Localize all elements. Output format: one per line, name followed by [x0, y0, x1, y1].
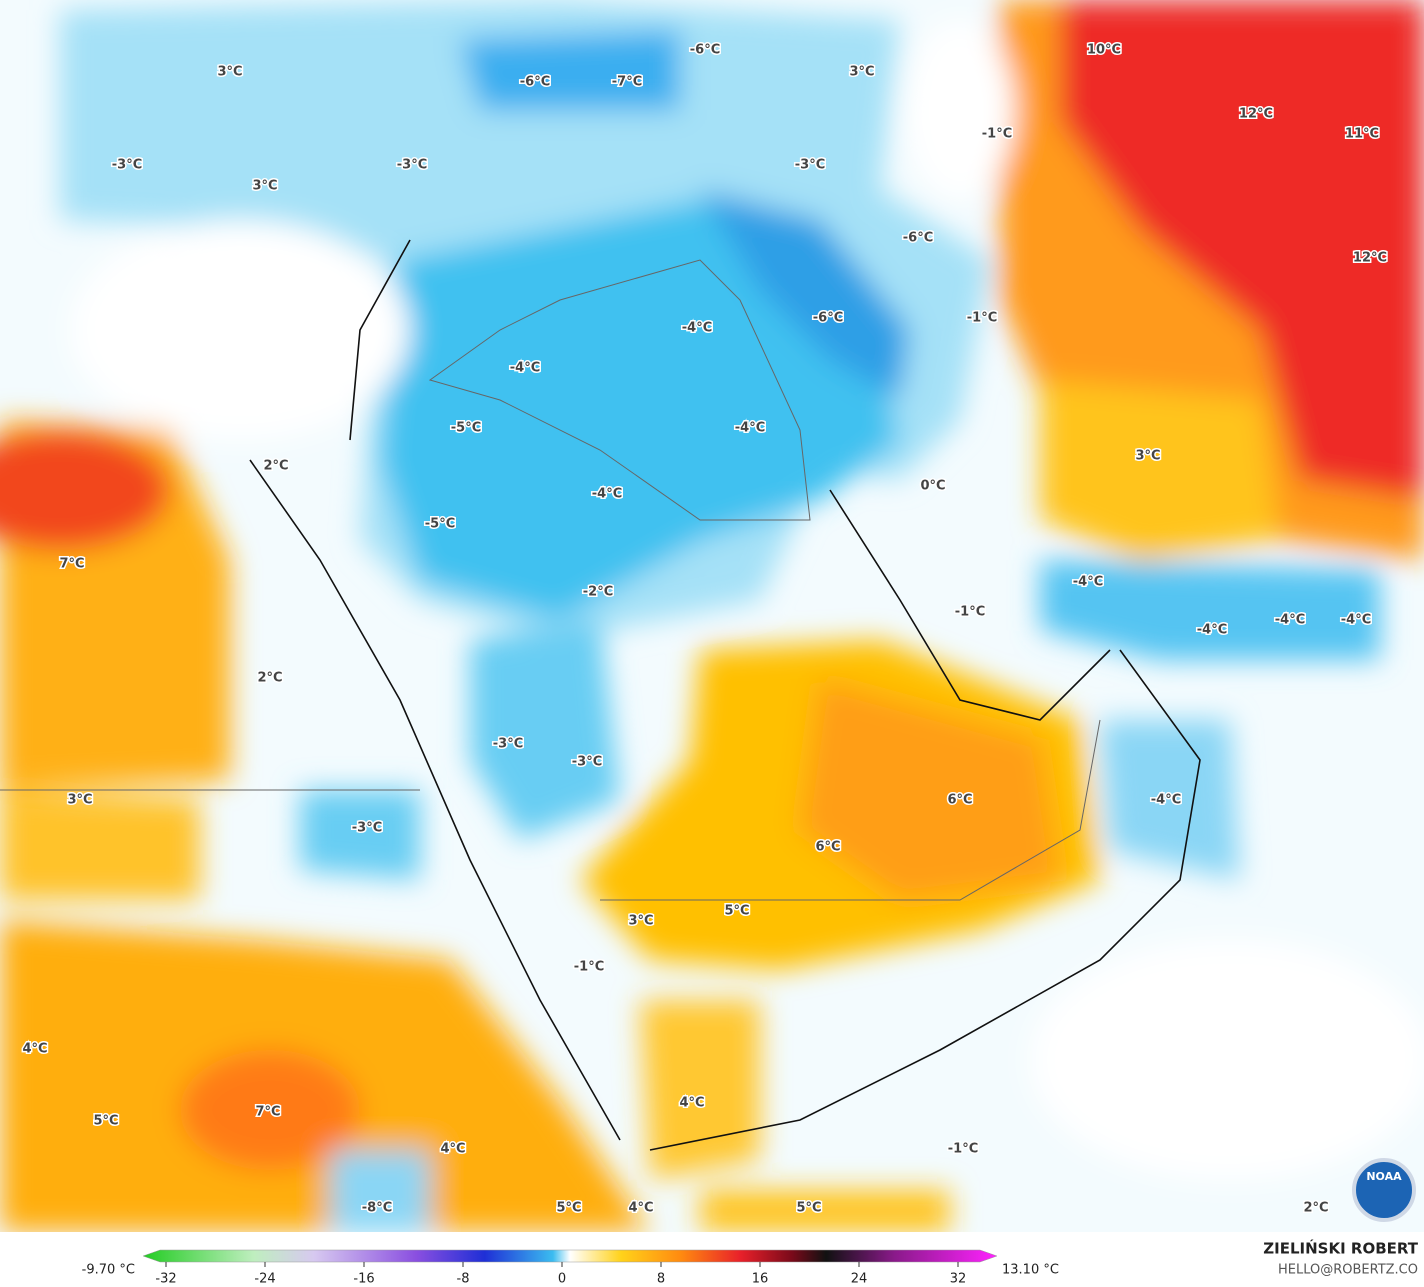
temp-label: -2°C	[583, 585, 613, 600]
temp-label: 5°C	[93, 1114, 118, 1129]
colorbar-tick-label: 24	[851, 1272, 868, 1287]
credit-email: HELLO@ROBERTZ.CO	[1278, 1263, 1418, 1278]
temp-label: 12°C	[1239, 107, 1273, 122]
temp-label: -3°C	[352, 821, 382, 836]
temp-label: -4°C	[1151, 793, 1181, 808]
temp-label: -4°C	[1275, 613, 1305, 628]
temp-label: 2°C	[263, 459, 288, 474]
colorbar-min: -9.70 °C	[82, 1263, 135, 1278]
temp-label: 7°C	[255, 1105, 280, 1120]
temp-label: -1°C	[967, 311, 997, 326]
temp-label: 4°C	[679, 1096, 704, 1111]
temp-label: -4°C	[1197, 623, 1227, 638]
temp-label: -3°C	[397, 158, 427, 173]
temp-label: -1°C	[982, 127, 1012, 142]
temp-label: 4°C	[22, 1042, 47, 1057]
temp-label: 3°C	[628, 914, 653, 929]
temp-label: -6°C	[520, 75, 550, 90]
temp-label: 10°C	[1087, 43, 1121, 58]
temp-label: 4°C	[628, 1201, 653, 1216]
colorbar-tick-label: -16	[353, 1272, 374, 1287]
temp-label: 6°C	[815, 840, 840, 855]
temp-label: -6°C	[813, 311, 843, 326]
temp-label: -4°C	[1073, 575, 1103, 590]
colorbar-tick-label: -32	[155, 1272, 176, 1287]
temp-label: -7°C	[612, 75, 642, 90]
temp-label: 3°C	[67, 793, 92, 808]
temp-label: -4°C	[735, 421, 765, 436]
temp-label: -1°C	[955, 605, 985, 620]
temp-label: -4°C	[1341, 613, 1371, 628]
colorbar-tick-label: -8	[457, 1272, 470, 1287]
temp-label: -1°C	[948, 1142, 978, 1157]
colorbar-max: 13.10 °C	[1002, 1263, 1059, 1278]
temp-label: 11°C	[1345, 127, 1379, 142]
temp-label: 5°C	[724, 904, 749, 919]
colorbar-tick-label: 0	[558, 1272, 566, 1287]
temp-label: -3°C	[795, 158, 825, 173]
temp-label: 6°C	[947, 793, 972, 808]
temperature-labels: 3°C -6°C -6°C -7°C 3°C 10°C 12°C 11°C -1°C -3°C -3…	[21, 41, 1389, 1217]
colorbar-ticks: -32 -24 -16 -8 0 8 16 24 32	[155, 1262, 966, 1287]
colorbar	[142, 1249, 998, 1263]
temp-label: 4°C	[440, 1142, 465, 1157]
temp-label: -5°C	[425, 517, 455, 532]
temp-label: -4°C	[510, 361, 540, 376]
map-background	[0, 0, 1424, 1232]
temp-label: -3°C	[112, 158, 142, 173]
temp-label: -8°C	[362, 1201, 392, 1216]
temp-label: 2°C	[1303, 1201, 1328, 1216]
noaa-logo: NOAA	[1352, 1158, 1416, 1222]
temp-label: 7°C	[59, 557, 84, 572]
temp-label: -4°C	[592, 487, 622, 502]
temp-label: -6°C	[690, 43, 720, 58]
colorbar-tick-label: -24	[254, 1272, 275, 1287]
temp-label: 3°C	[252, 179, 277, 194]
temp-label: 12°C	[1353, 251, 1387, 266]
logo-text: NOAA	[1366, 1170, 1402, 1183]
temp-label: -3°C	[493, 737, 523, 752]
temp-label: -3°C	[572, 755, 602, 770]
temp-label: 5°C	[796, 1201, 821, 1216]
temp-label: -6°C	[903, 231, 933, 246]
temp-label: 3°C	[217, 65, 242, 80]
credit-author: ZIELIŃSKI ROBERT	[1263, 1239, 1418, 1258]
temp-label: 3°C	[849, 65, 874, 80]
colorbar-tick-label: 16	[752, 1272, 769, 1287]
temp-label: -4°C	[682, 321, 712, 336]
temp-label: 0°C	[920, 479, 945, 494]
colorbar-tick-label: 8	[657, 1272, 665, 1287]
temp-label: -1°C	[574, 960, 604, 975]
temp-label: 2°C	[257, 671, 282, 686]
temp-label: 5°C	[556, 1201, 581, 1216]
temp-label: 3°C	[1135, 449, 1160, 464]
temp-label: -5°C	[451, 421, 481, 436]
colorbar-tick-label: 32	[950, 1272, 967, 1287]
